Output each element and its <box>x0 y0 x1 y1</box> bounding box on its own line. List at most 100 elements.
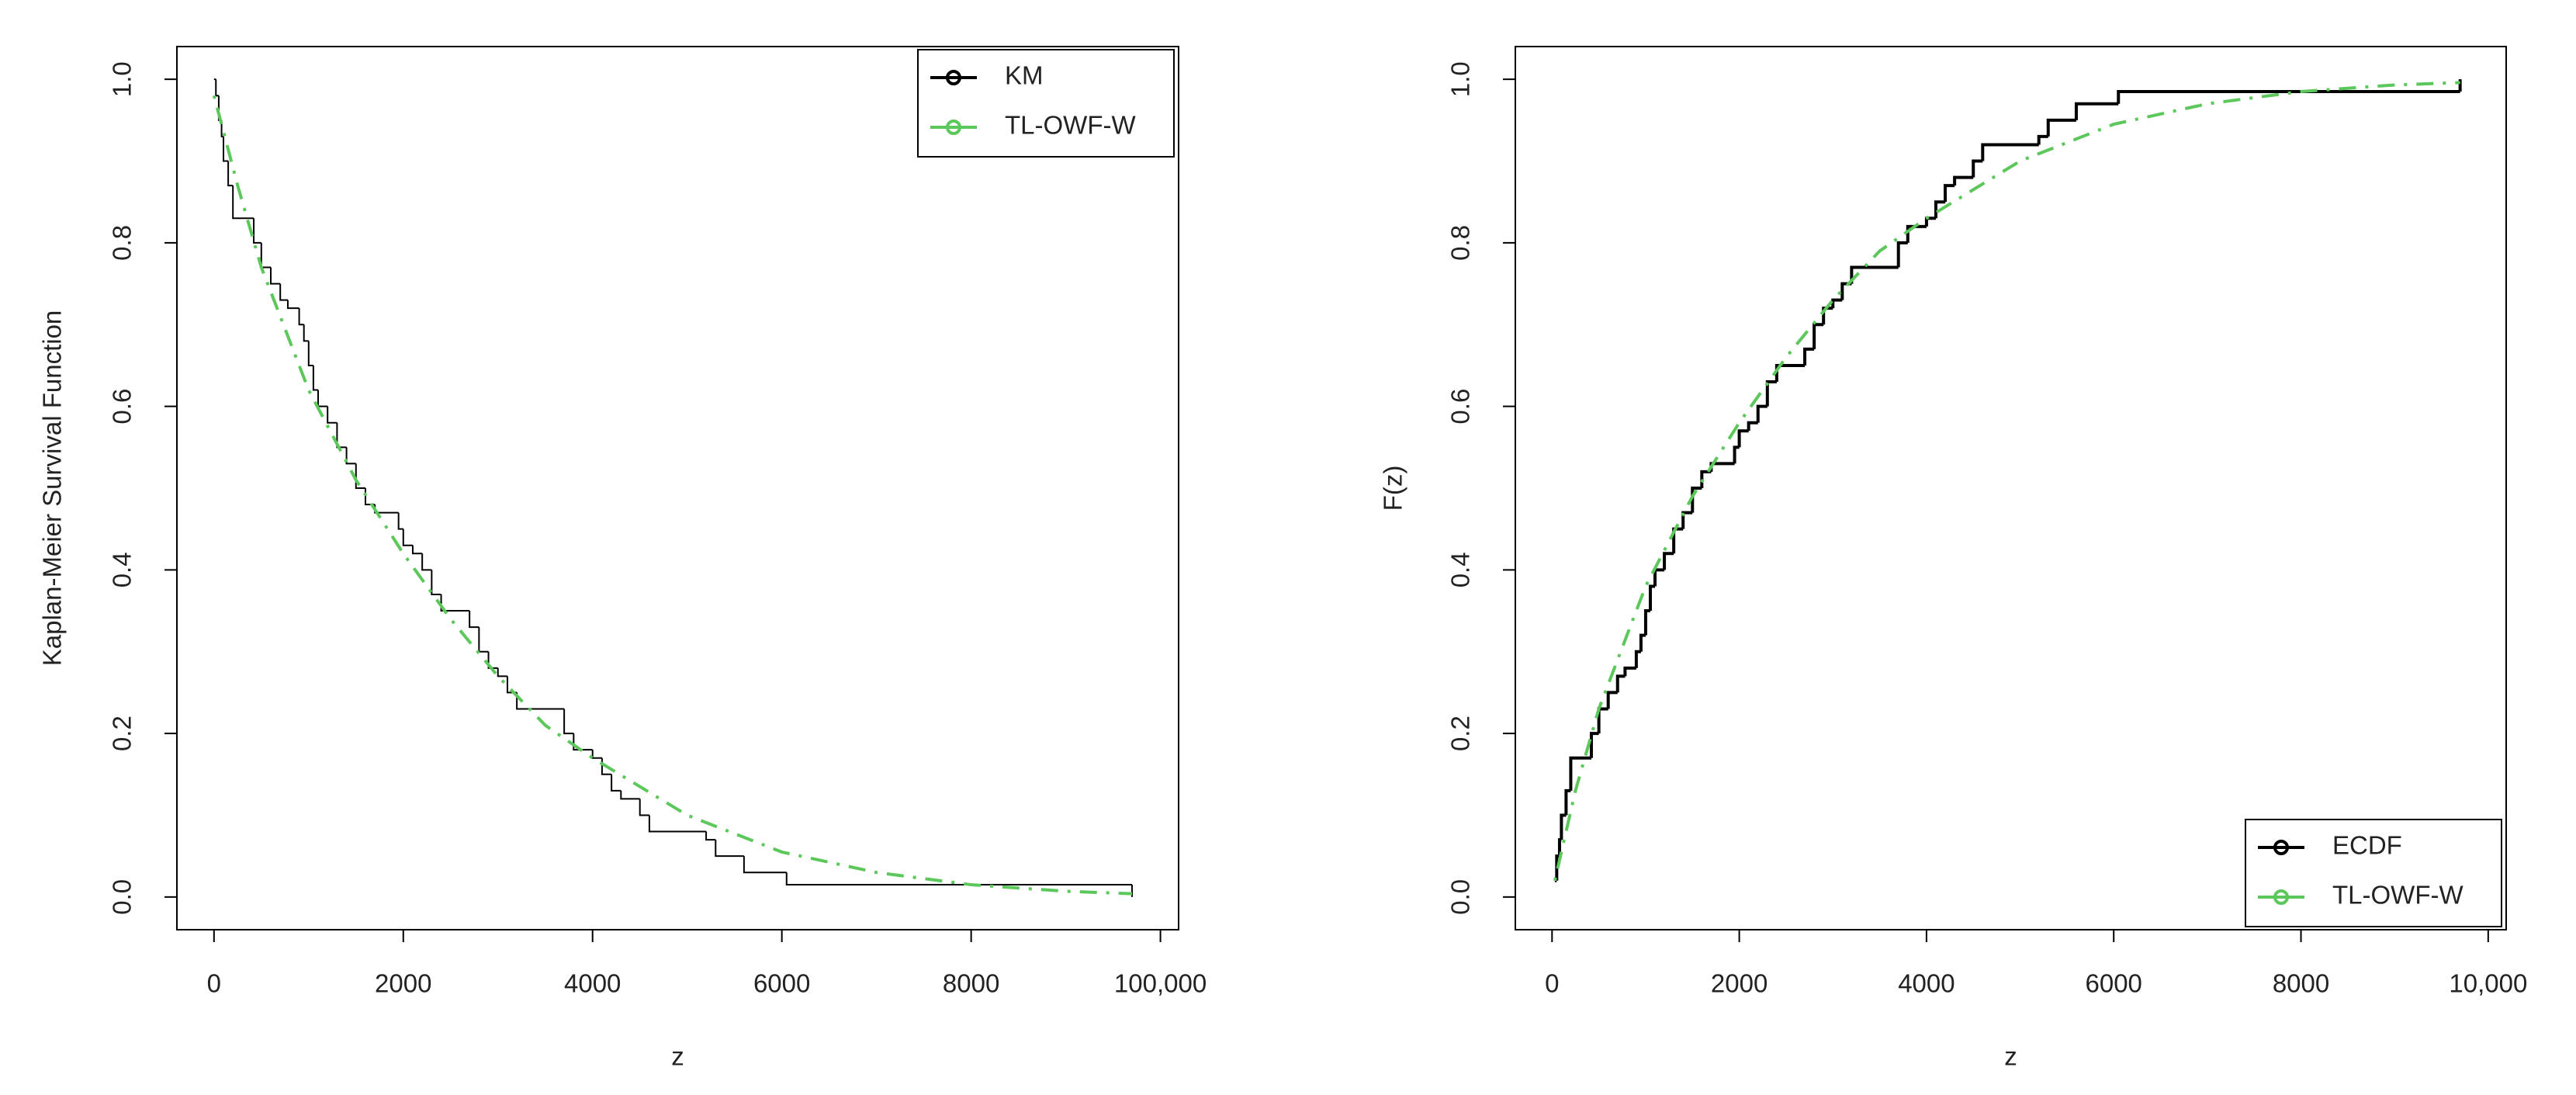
step-segment <box>374 504 399 514</box>
step-segment <box>2074 102 2119 120</box>
step-segment <box>298 308 304 326</box>
plot-frame <box>176 46 1179 930</box>
step-segment <box>1648 584 1656 612</box>
step-segment <box>611 774 621 792</box>
step-segment <box>1733 445 1740 464</box>
step-segment <box>573 733 593 751</box>
step-segment <box>1896 241 1908 268</box>
y-tick-label: 0.0 <box>1446 879 1475 915</box>
step-segment <box>1840 282 1852 300</box>
step-segment <box>440 594 470 612</box>
legend-label: KM <box>1005 61 1044 90</box>
step-segment <box>1981 143 2039 161</box>
step-segment <box>1623 666 1636 677</box>
step-segment <box>1934 200 1946 219</box>
x-tick-label: 8000 <box>2273 969 2329 998</box>
step-segment <box>2046 118 2076 137</box>
fitted-curve <box>1553 81 2460 882</box>
step-segment <box>620 790 640 800</box>
step-segment <box>286 300 299 310</box>
step-segment <box>1564 788 1571 816</box>
step-segment <box>327 406 338 424</box>
step-segment <box>260 242 272 269</box>
step-segment <box>402 528 413 546</box>
step-segment <box>307 341 313 366</box>
y-tick-label: 0.4 <box>108 552 137 587</box>
step-segment <box>364 488 376 506</box>
step-segment <box>648 815 707 833</box>
x-tick-label: 0 <box>207 969 221 998</box>
y-tick-label: 0.8 <box>1446 225 1475 261</box>
step-segment <box>1700 470 1712 488</box>
step-segment <box>1765 380 1777 407</box>
plot-frame <box>1515 46 2507 930</box>
x-axis-label: z <box>671 1042 684 1071</box>
y-tick-label: 0.6 <box>108 389 137 424</box>
legend-label: TL-OWF-W <box>1005 111 1136 140</box>
step-segment <box>355 463 365 489</box>
step-segment <box>279 283 288 301</box>
step-segment <box>1681 511 1693 529</box>
step-segment <box>1906 224 1927 243</box>
step-segment <box>591 750 602 759</box>
y-tick-label: 1.0 <box>108 61 137 97</box>
legend-marker <box>2273 840 2289 855</box>
step-segment <box>1756 404 1768 423</box>
step-segment <box>1944 184 1955 203</box>
step-segment <box>639 799 649 816</box>
x-tick-label: 100,000 <box>1114 969 1207 998</box>
x-tick-label: 10,000 <box>2449 969 2527 998</box>
x-axis-label: z <box>2004 1042 2017 1071</box>
step-segment <box>1737 429 1749 448</box>
y-tick-label: 1.0 <box>1446 61 1475 97</box>
step-segment <box>232 185 254 220</box>
step-segment <box>1774 363 1806 383</box>
y-axis-label: F(z) <box>1379 466 1407 511</box>
x-tick-label: 6000 <box>2086 969 2142 998</box>
step-segment <box>563 709 574 735</box>
step-segment <box>397 512 403 530</box>
step-segment <box>312 365 318 391</box>
step-segment <box>1709 462 1735 472</box>
step-segment <box>469 611 480 629</box>
step-segment <box>2117 89 2460 104</box>
step-segment <box>1850 265 1899 284</box>
step-segment <box>516 692 565 710</box>
y-axis-label: Kaplan-Meier Survival Function <box>38 310 67 667</box>
step-segment <box>1953 175 1974 186</box>
step-segment <box>785 872 1132 886</box>
legend-marker <box>946 120 961 135</box>
step-segment <box>1653 568 1665 587</box>
step-segment <box>497 667 507 677</box>
step-segment <box>1972 159 1983 178</box>
step-segment <box>487 651 498 669</box>
x-tick-label: 6000 <box>753 969 810 998</box>
legend: KM TL-OWF-W <box>917 49 1175 158</box>
step-segment <box>1747 421 1758 431</box>
step-segment <box>1606 691 1618 709</box>
x-tick-label: 2000 <box>1711 969 1768 998</box>
y-tick-label: 0.4 <box>1446 552 1475 587</box>
step-segment <box>220 120 224 137</box>
step-segment <box>1615 674 1626 693</box>
step-segment <box>1831 298 1843 309</box>
step-segment <box>223 136 229 162</box>
step-segment <box>1813 323 1824 349</box>
step-segment <box>1597 707 1608 734</box>
y-tick-label: 0.8 <box>108 225 137 261</box>
y-tick-label: 0.2 <box>108 716 137 751</box>
x-tick-label: 8000 <box>943 969 999 998</box>
legend: ECDF TL-OWF-W <box>2245 819 2502 927</box>
legend-label: TL-OWF-W <box>2332 881 2463 910</box>
x-tick-label: 4000 <box>1898 969 1955 998</box>
step-segment <box>715 840 744 858</box>
step-segment <box>743 856 787 874</box>
legend-marker <box>2273 889 2289 905</box>
step-segment <box>431 570 441 595</box>
step-segment <box>345 447 356 465</box>
y-tick-label: 0.6 <box>1446 389 1475 424</box>
step-segment <box>1639 633 1646 652</box>
step-segment <box>1803 347 1815 366</box>
